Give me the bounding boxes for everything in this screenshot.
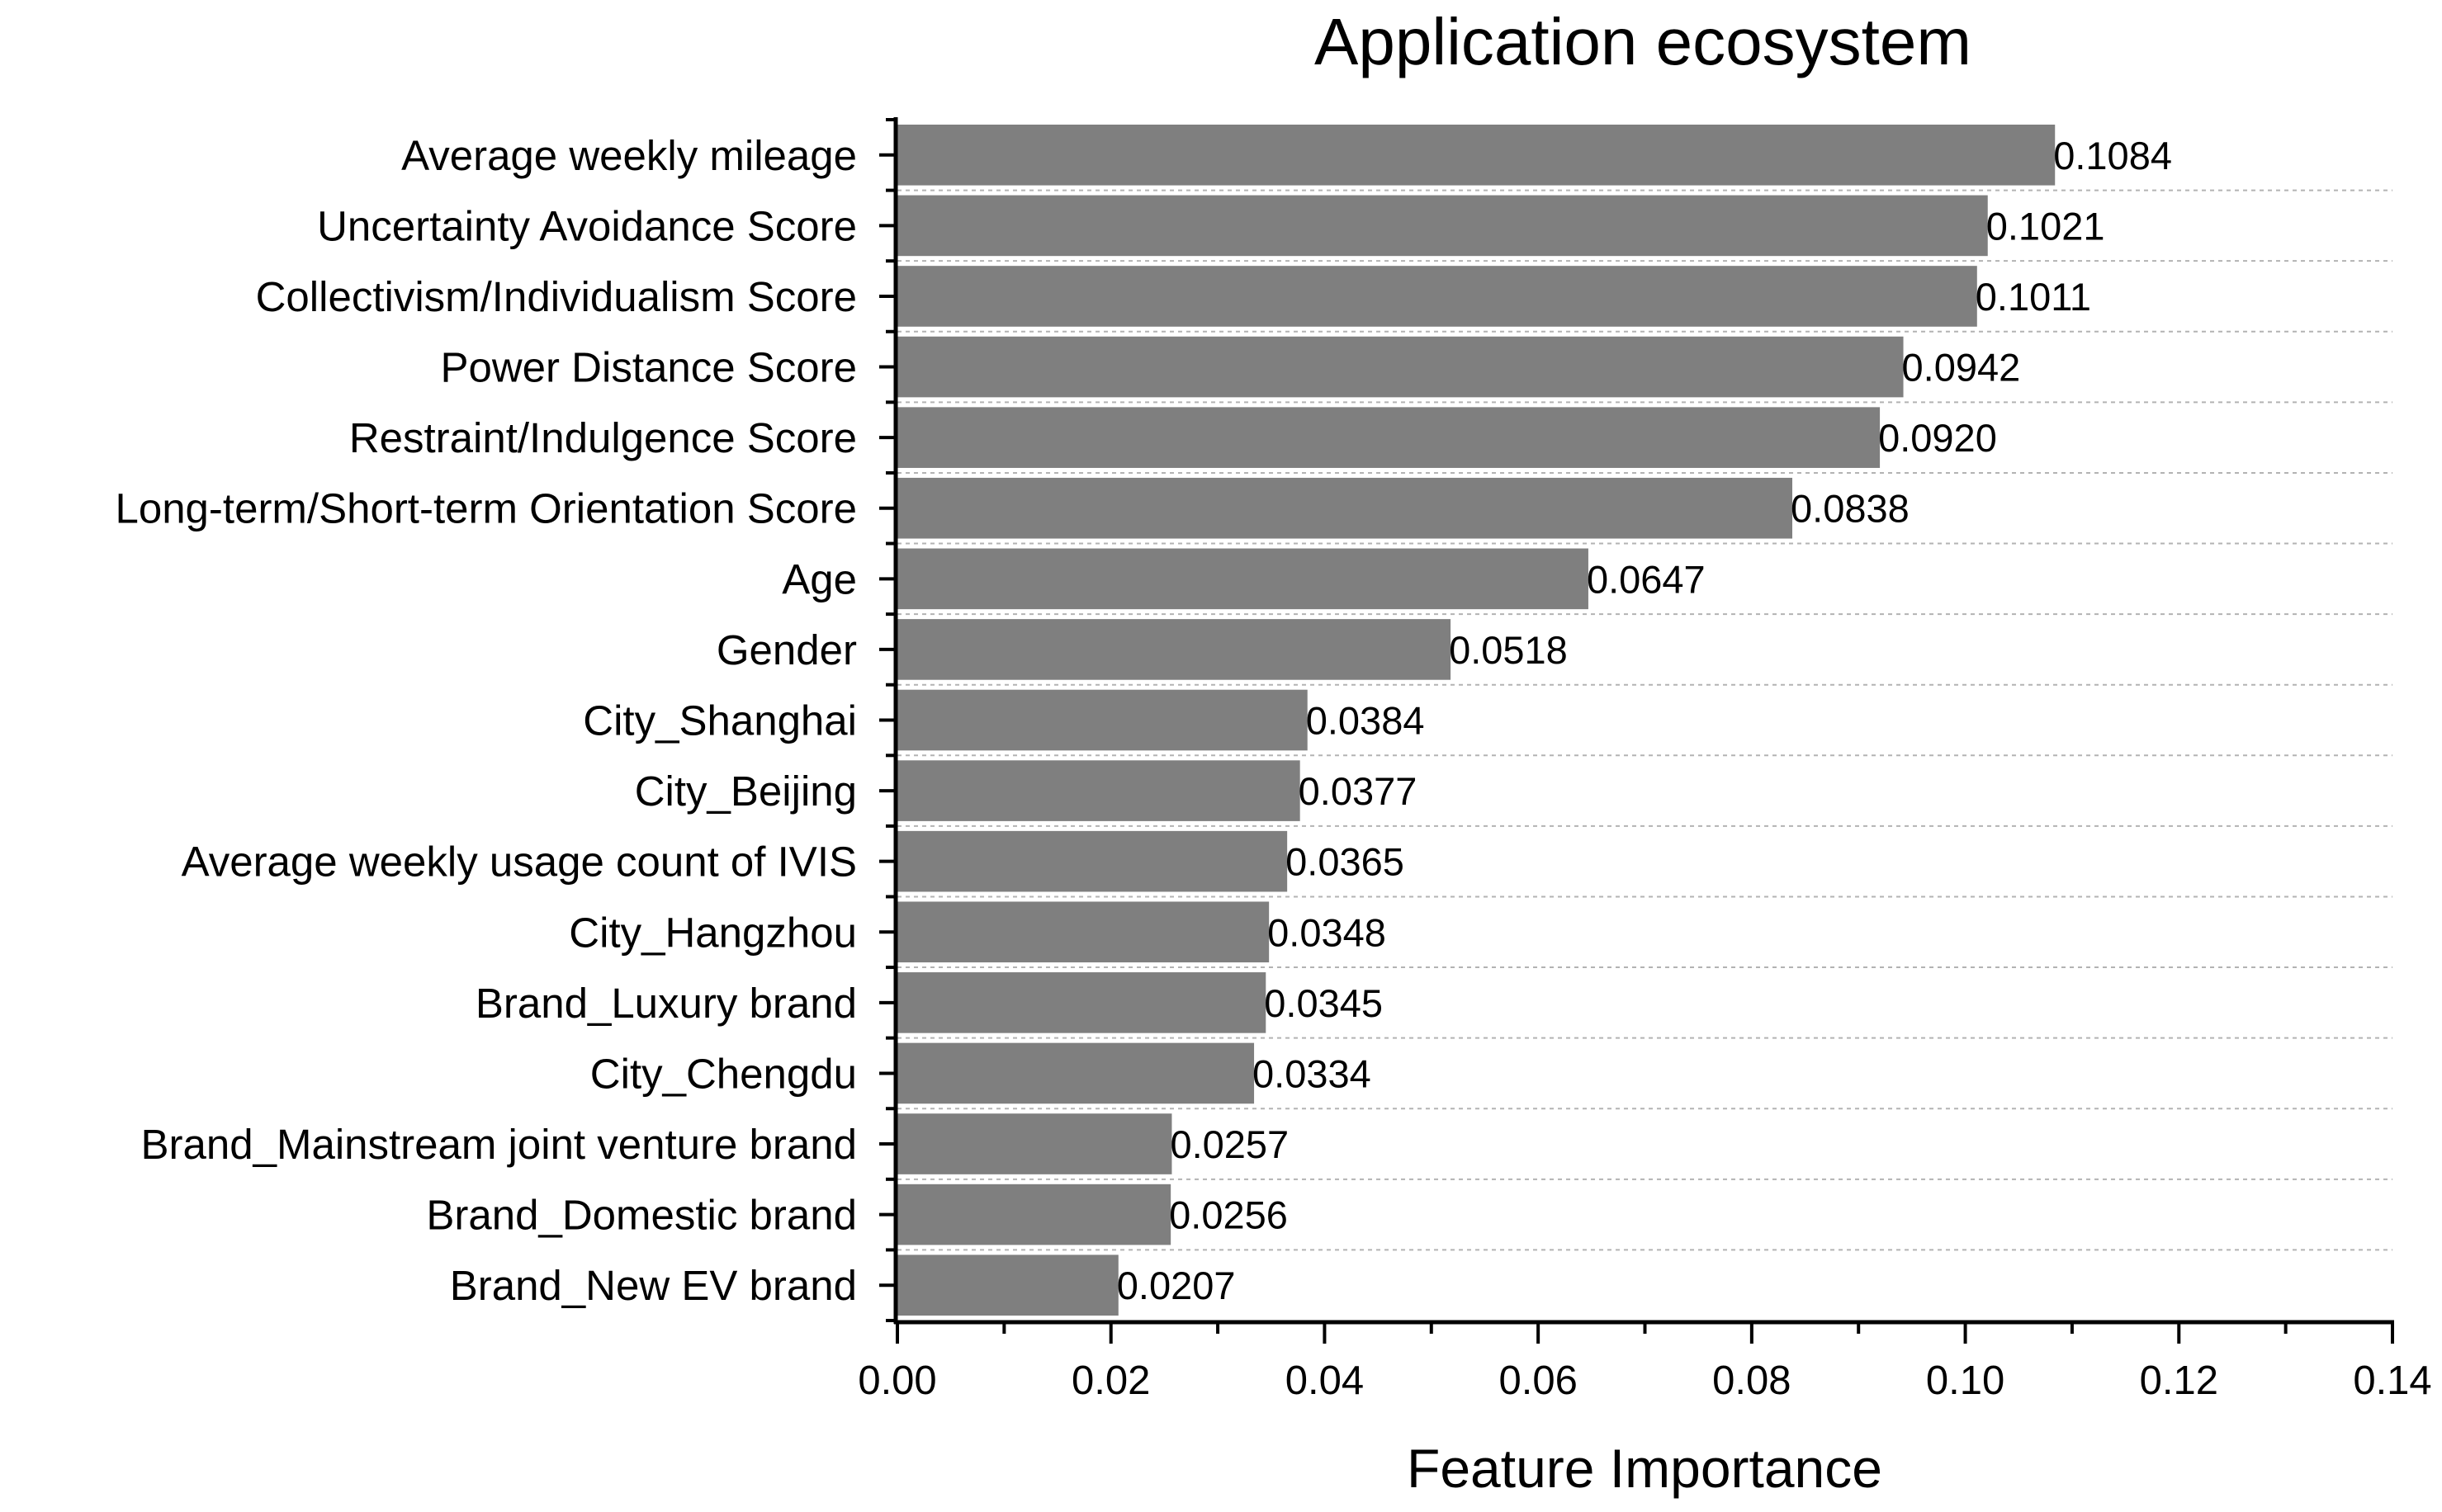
bar: [897, 901, 1270, 963]
x-tick-label: 0.00: [858, 1358, 936, 1403]
value-label: 0.1084: [2053, 134, 2172, 177]
value-label: 0.0942: [1902, 346, 2021, 390]
bar: [897, 1254, 1119, 1316]
value-label: 0.0348: [1267, 910, 1386, 954]
grid-lines: [897, 189, 2392, 1251]
bar: [897, 689, 1308, 751]
value-label: 0.0207: [1117, 1264, 1236, 1307]
category-label: Restraint/Indulgence Score: [349, 414, 857, 461]
value-label: 0.1021: [1986, 204, 2105, 248]
bar: [897, 1113, 1172, 1174]
x-tick-label: 0.02: [1072, 1358, 1150, 1403]
chart-title: Application ecosystem: [1314, 5, 1971, 78]
category-label: Average weekly mileage: [401, 132, 857, 179]
value-label: 0.0518: [1449, 628, 1568, 672]
bars: [897, 124, 2056, 1316]
bar: [897, 407, 1881, 468]
bar: [897, 619, 1451, 680]
category-label: Collectivism/Individualism Score: [256, 273, 857, 320]
bar: [897, 266, 1977, 327]
bar: [897, 972, 1266, 1033]
category-label: City_Shanghai: [583, 697, 857, 744]
bar: [897, 1184, 1171, 1245]
value-label: 0.0647: [1587, 557, 1706, 601]
value-label: 0.0345: [1264, 981, 1383, 1025]
x-tick-label: 0.04: [1285, 1358, 1364, 1403]
value-label: 0.0256: [1169, 1193, 1288, 1237]
x-tick-label: 0.10: [1926, 1358, 2004, 1403]
bar: [897, 124, 2056, 186]
value-label: 0.0384: [1306, 699, 1425, 743]
bar: [897, 830, 1288, 892]
value-label: 0.0838: [1791, 487, 1910, 531]
value-label: 0.0257: [1170, 1122, 1289, 1166]
category-label: City_Hangzhou: [569, 909, 857, 956]
category-label: Gender: [717, 626, 857, 673]
value-label: 0.0365: [1285, 840, 1404, 884]
value-label: 0.0920: [1878, 416, 1997, 460]
bar: [897, 548, 1588, 610]
x-tick-label: 0.06: [1498, 1358, 1577, 1403]
category-label: Brand_Luxury brand: [476, 980, 857, 1027]
category-label: Uncertainty Avoidance Score: [317, 202, 857, 249]
category-label: Brand_Mainstream joint venture brand: [141, 1121, 857, 1168]
x-axis-title: Feature Importance: [1407, 1438, 1882, 1499]
category-label: Long-term/Short-term Orientation Score: [115, 485, 857, 532]
value-label: 0.1011: [1976, 275, 2091, 319]
category-label: Brand_New EV brand: [450, 1262, 857, 1309]
value-label: 0.0334: [1252, 1051, 1371, 1095]
x-axis-ticks: 0.00 0.02 0.04 0.06 0.08 0.10 0.12 0.14: [858, 1322, 2432, 1403]
value-labels: 0.1084 0.1021 0.1011 0.0942 0.0920 0.0838 0.06…: [1117, 134, 2172, 1307]
category-label: Brand_Domestic brand: [426, 1192, 857, 1239]
bar: [897, 336, 1904, 398]
value-label: 0.0377: [1299, 769, 1417, 813]
category-label: Average weekly usage count of IVIS: [182, 839, 857, 886]
x-tick-label: 0.12: [2140, 1358, 2218, 1403]
category-labels: Average weekly mileage Uncertainty Avoida…: [115, 132, 857, 1309]
category-label: Age: [782, 555, 857, 602]
bar: [897, 195, 1988, 257]
category-label: City_Chengdu: [590, 1050, 857, 1097]
category-label: Power Distance Score: [440, 344, 857, 391]
bar: [897, 760, 1300, 821]
x-tick-label: 0.08: [1712, 1358, 1791, 1403]
category-label: City_Beijing: [635, 768, 857, 815]
bar: [897, 1042, 1255, 1104]
x-tick-label: 0.14: [2353, 1358, 2431, 1403]
bar: [897, 477, 1793, 539]
